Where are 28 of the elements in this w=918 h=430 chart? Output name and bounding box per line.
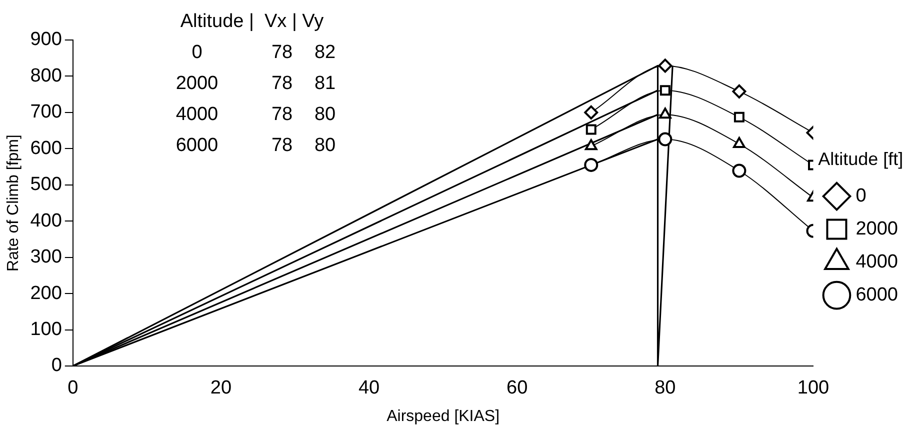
y-tick-label: 700 <box>30 102 62 123</box>
text: 6000 78 80 <box>176 135 336 156</box>
x-tick-label: 40 <box>358 378 380 399</box>
x-tick-label: 100 <box>797 378 830 399</box>
y-tick-label: 300 <box>30 246 62 268</box>
y-tick-label: 900 <box>30 29 62 50</box>
text: 0 78 82 <box>192 42 336 64</box>
y-tick-label: 100 <box>30 319 62 340</box>
legend-label: 2000 <box>856 218 898 240</box>
y-tick-label: 500 <box>30 174 62 196</box>
legend-label: 4000 <box>856 252 898 273</box>
text: Altitude | Vx | Vy <box>180 11 324 32</box>
x-tick-label: 60 <box>506 378 528 399</box>
y-tick-label: 0 <box>51 355 62 376</box>
y-tick-label: 600 <box>30 138 62 159</box>
y-tick-label: 800 <box>30 65 62 86</box>
x-tick-label: 80 <box>654 378 676 399</box>
text: 2000 78 81 <box>176 73 336 94</box>
legend-label: 6000 <box>856 284 898 306</box>
x-tick-label: 20 <box>210 378 232 399</box>
y-axis-title: Rate of Climb [fpm] <box>5 134 22 272</box>
y-tick-label: 200 <box>30 282 62 304</box>
text: 4000 78 80 <box>176 104 336 126</box>
legend-title: Altitude [ft] <box>818 149 904 170</box>
x-tick-label: 0 <box>68 378 78 399</box>
y-tick-label: 400 <box>30 210 62 232</box>
x-axis-title: Airspeed [KIAS] <box>386 408 500 425</box>
legend-label: 0 <box>856 186 866 207</box>
